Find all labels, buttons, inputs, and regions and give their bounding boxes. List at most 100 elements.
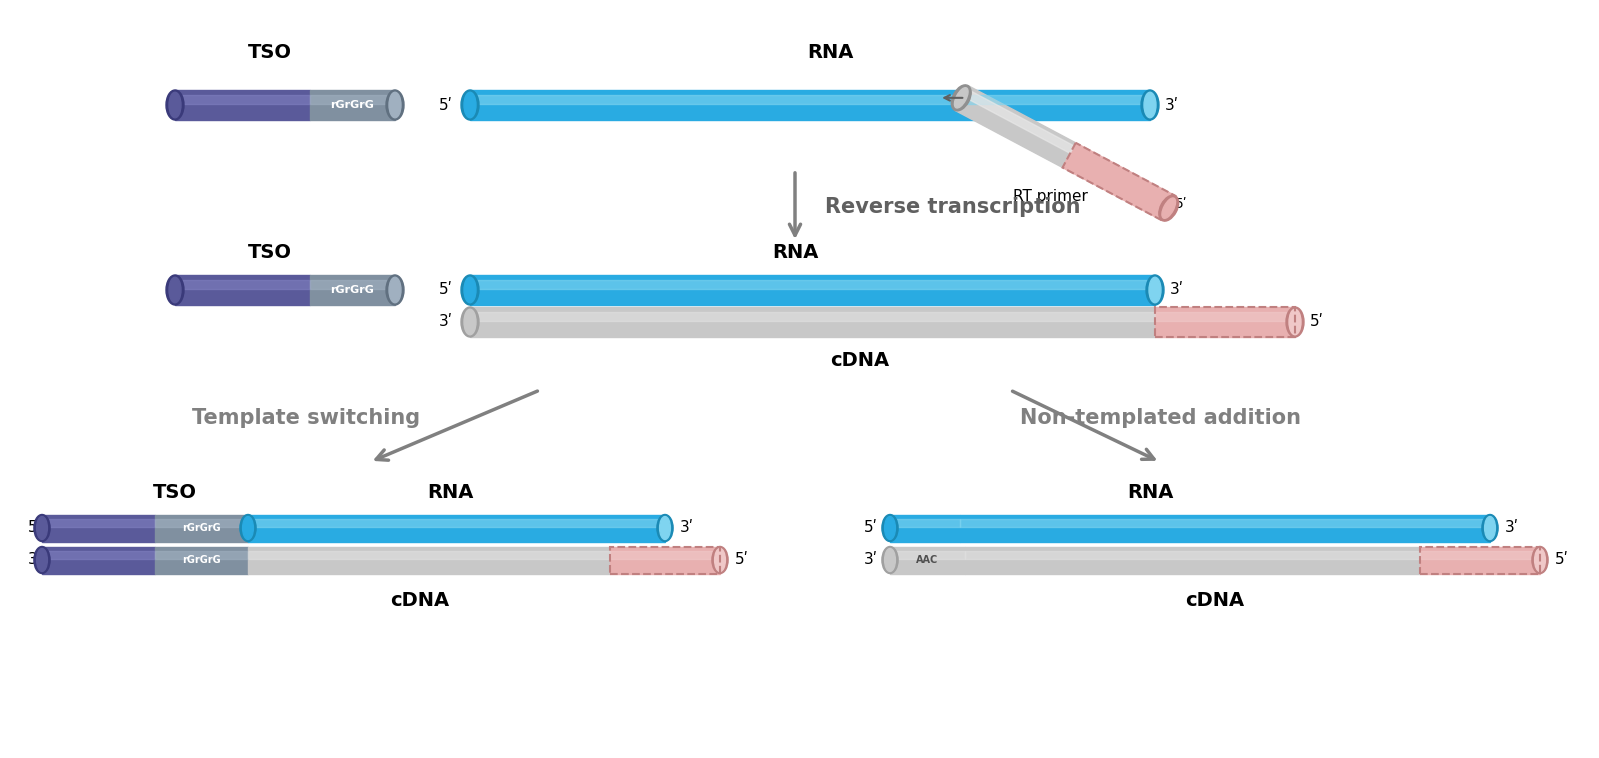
Bar (470, 312, 1154, 321)
Text: 5ʹ: 5ʹ (440, 283, 453, 297)
Text: rGrGrG: rGrGrG (331, 100, 374, 110)
Bar (966, 550, 1420, 559)
Text: 3ʹ: 3ʹ (1170, 283, 1183, 297)
Bar (959, 518, 1490, 527)
Text: RNA: RNA (807, 42, 854, 61)
Ellipse shape (464, 92, 477, 117)
Text: 3ʹ: 3ʹ (29, 553, 42, 568)
Text: rGrGrG: rGrGrG (331, 285, 374, 295)
Ellipse shape (166, 275, 184, 305)
Ellipse shape (1143, 92, 1156, 117)
Bar (609, 547, 720, 574)
Bar (470, 307, 1154, 337)
Bar (174, 275, 310, 305)
Bar (42, 518, 155, 527)
Ellipse shape (884, 549, 895, 572)
Text: Non-templated addition: Non-templated addition (1020, 408, 1302, 428)
Bar (174, 90, 310, 120)
Ellipse shape (461, 307, 480, 337)
Ellipse shape (1142, 90, 1159, 120)
Bar (609, 547, 720, 574)
Bar (310, 275, 395, 305)
Bar (42, 550, 155, 559)
Bar (155, 547, 248, 574)
Ellipse shape (385, 90, 405, 120)
Ellipse shape (461, 275, 480, 305)
Bar (248, 550, 609, 559)
Bar (248, 518, 665, 527)
Bar (1420, 547, 1540, 574)
Ellipse shape (34, 515, 50, 541)
Bar (966, 547, 1420, 574)
Ellipse shape (883, 547, 899, 574)
Text: TSO: TSO (248, 243, 293, 262)
Bar (42, 515, 155, 541)
Ellipse shape (1484, 516, 1495, 540)
Bar (42, 547, 155, 574)
Ellipse shape (1162, 198, 1175, 218)
Bar (470, 90, 1150, 120)
Text: 5ʹ: 5ʹ (29, 521, 42, 535)
Text: AAC: AAC (916, 555, 939, 565)
Text: RNA: RNA (772, 243, 819, 262)
Ellipse shape (461, 90, 480, 120)
Text: 5ʹ: 5ʹ (1310, 315, 1324, 330)
Polygon shape (963, 89, 1075, 153)
Ellipse shape (660, 516, 670, 540)
Ellipse shape (884, 516, 895, 540)
Ellipse shape (389, 92, 401, 117)
Text: 3ʹ: 3ʹ (1505, 521, 1519, 535)
Text: cDNA: cDNA (1185, 590, 1244, 609)
Ellipse shape (883, 515, 899, 541)
Bar (1154, 307, 1295, 337)
Text: RNA: RNA (427, 484, 473, 503)
Bar (1420, 547, 1540, 574)
Ellipse shape (464, 277, 477, 302)
Ellipse shape (169, 92, 181, 117)
Text: 5ʹ: 5ʹ (1554, 553, 1569, 568)
Ellipse shape (1482, 515, 1498, 541)
Text: RT primer: RT primer (1012, 189, 1087, 203)
Ellipse shape (1159, 196, 1178, 221)
Bar (470, 275, 1154, 305)
Text: 5ʹ: 5ʹ (863, 521, 878, 535)
Text: 5ʹ: 5ʹ (440, 98, 453, 112)
Text: cDNA: cDNA (390, 590, 449, 609)
Bar (959, 515, 1490, 541)
Ellipse shape (715, 549, 726, 572)
Text: 5ʹ: 5ʹ (1175, 197, 1188, 211)
Ellipse shape (37, 516, 48, 540)
Bar (310, 280, 395, 289)
Ellipse shape (464, 309, 477, 335)
Bar (609, 550, 720, 559)
Bar (1154, 307, 1295, 337)
Ellipse shape (34, 547, 50, 574)
Bar (155, 515, 248, 541)
Bar (174, 280, 310, 289)
Text: cDNA: cDNA (830, 350, 889, 369)
Text: Template switching: Template switching (192, 408, 421, 428)
Bar (1154, 312, 1295, 321)
Ellipse shape (1286, 307, 1305, 337)
Bar (891, 547, 966, 574)
Text: 3ʹ: 3ʹ (680, 521, 694, 535)
Bar (310, 95, 395, 104)
Text: rGrGrG: rGrGrG (182, 523, 221, 533)
Polygon shape (955, 86, 1076, 168)
Bar (155, 550, 248, 559)
Text: TSO: TSO (154, 484, 197, 503)
Ellipse shape (385, 275, 405, 305)
Bar (310, 90, 395, 120)
Ellipse shape (712, 547, 728, 574)
Ellipse shape (243, 516, 253, 540)
Polygon shape (1063, 143, 1175, 221)
Bar (470, 280, 1154, 289)
Bar (470, 95, 1150, 104)
Text: 5ʹ: 5ʹ (736, 553, 748, 568)
Ellipse shape (1535, 549, 1545, 572)
Bar (248, 515, 665, 541)
Ellipse shape (1146, 275, 1164, 305)
Text: 3ʹ: 3ʹ (1166, 98, 1178, 112)
Text: rGrGrG: rGrGrG (182, 555, 221, 565)
Ellipse shape (240, 515, 256, 541)
